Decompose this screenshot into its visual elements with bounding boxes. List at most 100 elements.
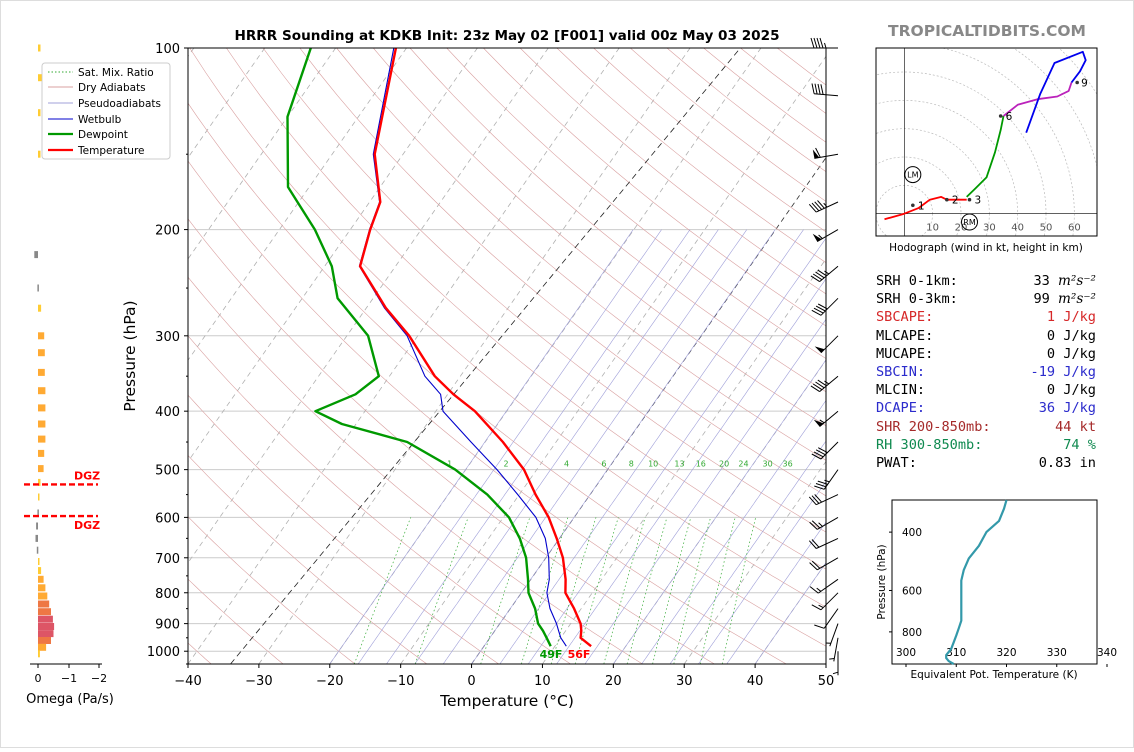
mixing-ratio-label: 2 [504,460,509,469]
omega-bar [38,421,45,428]
theta-e-xlabel: Equivalent Pot. Temperature (K) [910,669,1077,681]
surface-dewpoint-label: 49F [540,648,563,661]
dgz-label-bottom: DGZ [74,519,100,532]
skewt-xlabel: Temperature (°C) [439,692,574,710]
omega-bar [38,305,41,312]
mixing-ratio-label: 6 [601,460,606,469]
omega-xlabel: Omega (Pa/s) [26,692,114,707]
pressure-tick-label: 400 [155,405,180,420]
param-row: MLCIN:0 J/kg [876,381,1096,399]
omega-bar [38,637,51,644]
omega-ticklabel-1: −1 [61,672,77,685]
temperature-tick-label: 20 [605,674,622,689]
omega-bar [38,630,54,637]
param-row: MLCAPE: 0 J/kg [876,327,1096,345]
skewt-ylabel: Pressure (hPa) [121,300,139,411]
param-value: 33 m²s⁻² [1033,272,1096,290]
param-label: SBCIN: [876,363,925,381]
omega-bar [38,436,45,443]
param-row: SBCAPE: 1 J/kg [876,308,1096,326]
omega-bar [34,251,38,258]
param-label: SBCAPE: [876,308,933,326]
hodograph-height-label: 6 [1006,111,1013,123]
hodograph-height-dot [1075,81,1079,85]
omega-bar [38,593,47,600]
param-label: PWAT: [876,454,917,472]
chart-title: HRRR Sounding at KDKB Init: 23z May 02 [… [234,28,779,44]
theta-e-tick-label: 340 [1097,647,1117,659]
param-label: RH 300-850mb: [876,436,982,454]
hodograph-height-dot [911,204,915,208]
param-value: 1 J/kg [1047,308,1096,326]
temperature-tick-label: −10 [387,674,414,689]
omega-bar [38,608,51,615]
param-value: 0 J/kg [1047,327,1096,345]
hodograph-caption: Hodograph (wind in kt, height in km) [889,242,1083,254]
hodograph-tick-label: 50 [1040,223,1053,234]
omega-bar [38,558,40,565]
hodograph-height-dot [999,114,1003,118]
omega-bar [38,576,44,583]
omega-bar [38,644,46,651]
omega-bar [38,151,41,158]
param-value: 0.83 in [1039,454,1096,472]
storm-motion-label: LM [907,171,918,180]
param-value: 0 J/kg [1047,345,1096,363]
hodograph-tick-label: 40 [1011,223,1024,234]
omega-bar [38,494,40,501]
omega-bar [38,465,44,472]
param-label: MUCAPE: [876,345,933,363]
pressure-tick-label: 900 [155,618,180,633]
pressure-tick-label: 700 [155,552,180,567]
param-label: MLCAPE: [876,327,933,345]
watermark: TROPICALTIDBITS.COM [888,22,1086,40]
param-row: RH 300-850mb: 74 % [876,436,1096,454]
param-value: 99 m²s⁻² [1033,290,1096,308]
param-label: SHR 200-850mb: [876,418,991,436]
omega-bar [36,535,39,542]
temperature-tick-label: 40 [747,674,764,689]
param-row: DCAPE:36 J/kg [876,399,1096,417]
omega-bar [38,601,49,608]
param-value: 74 % [1063,436,1096,454]
legend-item-pseudo: Pseudoadiabats [78,98,161,110]
param-row: SHR 200-850mb:44 kt [876,418,1096,436]
temperature-tick-label: −40 [174,674,201,689]
legend-item-temperature: Temperature [77,145,145,157]
mixing-ratio-label: 24 [738,460,748,469]
theta-e-tick-label: 300 [896,647,916,659]
omega-bar [38,404,45,411]
omega-ticklabel-0: 0 [35,672,42,685]
param-row: PWAT: 0.83 in [876,454,1096,472]
hodograph-height-label: 9 [1081,78,1088,90]
temperature-tick-label: 0 [467,674,475,689]
omega-bar [38,650,40,657]
omega-bar [36,523,38,530]
hodograph-height-dot [968,198,972,202]
omega-bar [38,45,41,52]
hodograph-height-label: 2 [952,195,959,207]
omega-bar [37,547,39,554]
param-label: SRH 0-1km: [876,272,958,290]
hodograph-height-dot [945,198,949,202]
surface-temperature-label: 56F [568,648,591,661]
hodograph-height-label: 3 [975,195,982,207]
omega-bar [38,623,54,630]
pressure-tick-label: 100 [155,42,180,57]
omega-ticklabel-2: −2 [91,672,107,685]
temperature-tick-label: −30 [245,674,272,689]
pressure-tick-label: 200 [155,224,180,239]
dgz-label-top: DGZ [74,469,100,482]
param-value: 36 J/kg [1039,399,1096,417]
omega-bar [38,332,44,339]
param-value: 0 J/kg [1047,381,1096,399]
omega-bar [38,616,53,623]
omega-bar [38,450,44,457]
hodograph-tick-label: 30 [983,223,996,234]
omega-bar [38,349,45,356]
omega-bar [38,584,45,591]
param-value: -19 J/kg [1031,363,1096,381]
omega-bar [38,369,45,376]
param-row: SBCIN: -19 J/kg [876,363,1096,381]
omega-bar [38,387,45,394]
